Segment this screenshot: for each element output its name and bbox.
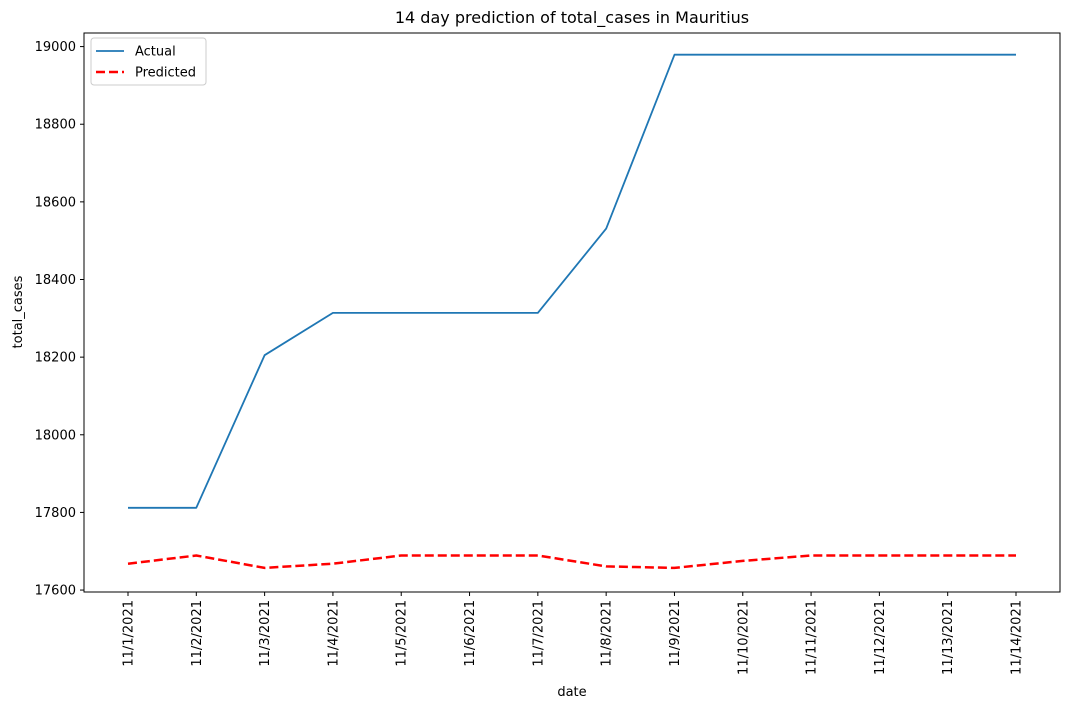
chart-title: 14 day prediction of total_cases in Maur… [395, 8, 749, 28]
x-tick-label: 11/1/2021 [122, 600, 137, 667]
x-tick-label: 11/4/2021 [326, 600, 341, 667]
x-axis-title: date [557, 685, 586, 700]
x-tick-label: 11/14/2021 [1010, 600, 1025, 675]
legend-box [90, 37, 207, 86]
series-line-actual [128, 53, 1016, 509]
series-line-predicted [127, 554, 1016, 570]
x-tick-label: 11/5/2021 [395, 600, 410, 667]
x-axis: 11/1/2021 11/2/2021 11/3/2021 11/4/2021 11/5… [122, 592, 1025, 675]
x-tick-label: 11/9/2021 [668, 600, 683, 667]
y-tick-label: 18000 [35, 428, 76, 443]
x-tick-label: 11/6/2021 [463, 600, 478, 667]
y-tick-label: 17600 [35, 584, 76, 599]
x-tick-label: 11/8/2021 [600, 600, 615, 667]
y-axis: 17600 17800 18000 18200 18400 18600 18800 19000 [35, 40, 84, 599]
x-tick-label: 11/3/2021 [258, 600, 273, 667]
x-tick-label: 11/11/2021 [805, 600, 820, 675]
legend: Actual Predicted [90, 37, 207, 86]
y-tick-label: 18400 [35, 273, 76, 288]
x-tick-label: 11/10/2021 [736, 600, 751, 675]
y-tick-label: 17800 [35, 506, 76, 521]
legend-label-predicted: Predicted [135, 66, 196, 81]
x-tick-label: 11/2/2021 [190, 600, 205, 667]
y-tick-label: 18800 [35, 118, 76, 133]
y-tick-label: 18200 [35, 351, 76, 366]
y-axis-title: total_cases [11, 275, 26, 348]
plot-area [83, 32, 1061, 593]
x-tick-label: 11/7/2021 [531, 600, 546, 667]
y-tick-label: 18600 [35, 195, 76, 210]
y-tick-label: 19000 [35, 40, 76, 55]
x-tick-label: 11/12/2021 [873, 600, 888, 675]
legend-label-actual: Actual [135, 45, 176, 60]
x-tick-label: 11/13/2021 [941, 600, 956, 675]
series-layer [127, 53, 1017, 570]
